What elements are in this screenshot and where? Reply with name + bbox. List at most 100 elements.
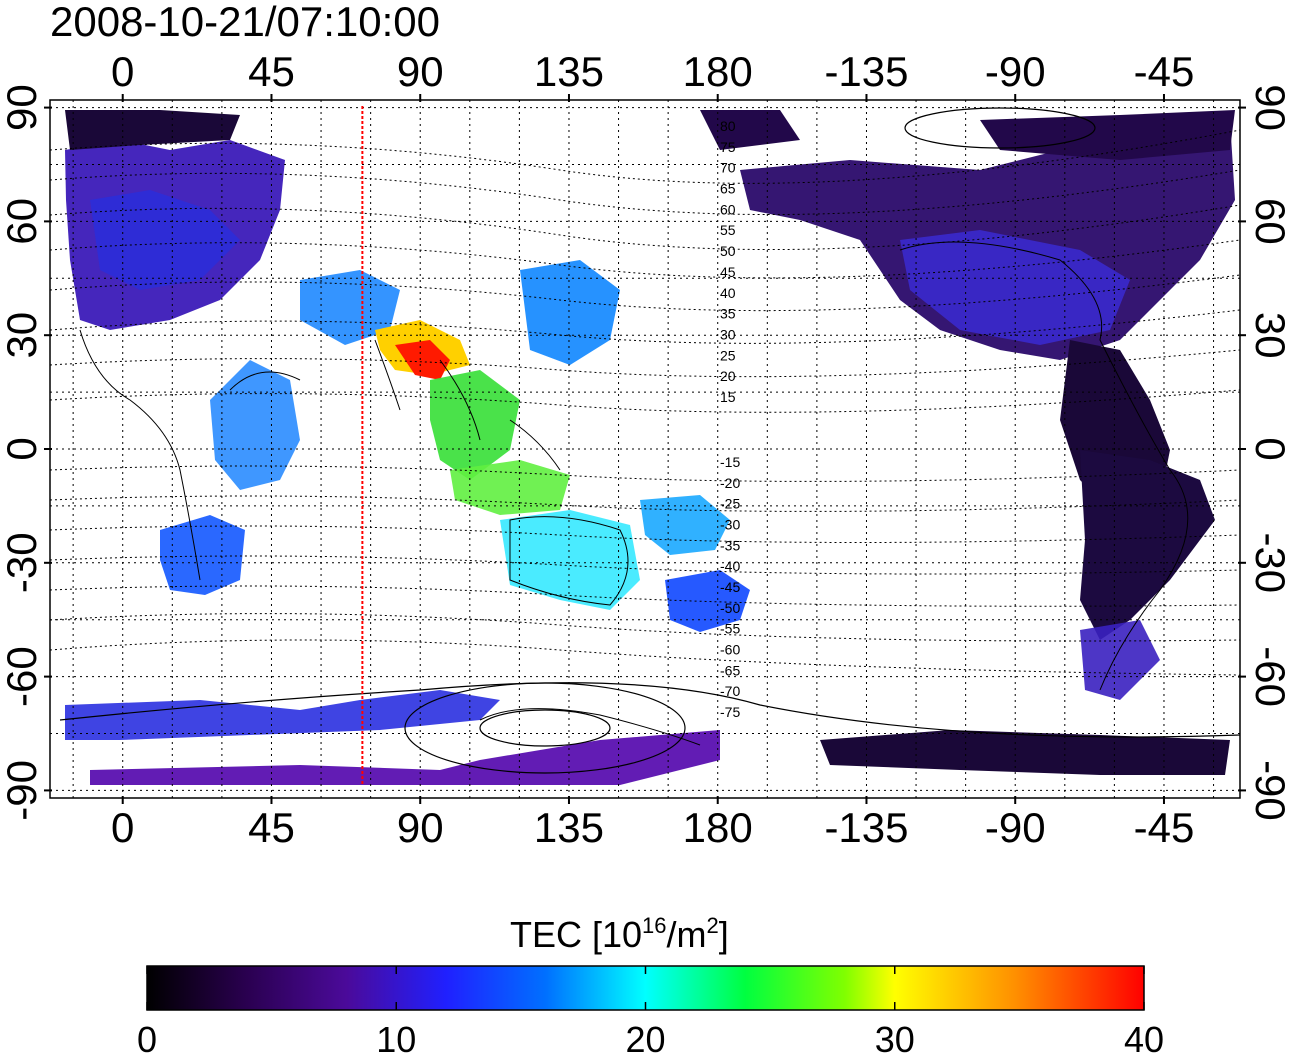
y-tick-left (44, 334, 52, 337)
tec-patch-south-america (1080, 450, 1215, 640)
contour-label: 60 (720, 201, 736, 217)
contour-label: 45 (720, 264, 736, 280)
timestamp-title: 2008-10-21/07:10:00 (50, 0, 440, 45)
y-tick-label-left: 90 (0, 84, 45, 131)
y-tick-label-left: 30 (0, 312, 45, 359)
tec-patch-arctic-asia (700, 110, 800, 150)
x-tick-bottom (1014, 796, 1017, 804)
y-tick-left (44, 675, 52, 678)
tec-patch-antarctic-south (90, 730, 720, 785)
y-tick-label-right: -30 (1247, 532, 1292, 593)
contour-label: 55 (720, 222, 736, 238)
tec-patch-arctic-north-america (980, 110, 1235, 160)
contour-label: -35 (720, 537, 740, 553)
x-tick-label-top: 135 (534, 48, 604, 95)
x-tick-top (716, 94, 719, 102)
colorbar-label: TEC [1016/m2] (510, 913, 729, 955)
colorbar-tick-label: 40 (1124, 1019, 1164, 1057)
contour-label: 20 (720, 368, 736, 384)
colorbar-ticks: 0 10 20 30 40 (137, 966, 1164, 1057)
y-tick-right (1238, 789, 1246, 792)
contour-labels: 80 75 70 65 60 55 50 45 40 35 30 25 20 15 -15 -20 -25 -30… (720, 118, 740, 720)
x-tick-top (121, 94, 124, 102)
y-tick-label-left: -60 (0, 646, 45, 707)
colorbar-tick-label: 0 (137, 1019, 157, 1057)
contour-label: -30 (720, 517, 740, 533)
y-tick-right (1238, 106, 1246, 109)
x-tick-label-top: -90 (985, 48, 1046, 95)
contour-label: -20 (720, 475, 740, 491)
y-tick-label-left: 60 (0, 198, 45, 245)
x-tick-top (419, 94, 422, 102)
contour-label: 70 (720, 160, 736, 176)
tec-data-layer (65, 110, 1235, 785)
y-tick-left (44, 106, 52, 109)
contour-label: 30 (720, 326, 736, 342)
contour-label: 25 (720, 347, 736, 363)
x-tick-label-top: 90 (397, 48, 444, 95)
tec-patch-oceania (640, 495, 730, 555)
y-tick-label-left: 0 (0, 437, 45, 460)
colorbar-tick-label: 10 (376, 1019, 416, 1057)
magnetic-pole-contours (59, 107, 1240, 774)
x-tick-top (270, 94, 273, 102)
x-tick-label-top: 45 (248, 48, 295, 95)
x-tick-label-top: -45 (1134, 48, 1195, 95)
y-tick-label-left: -30 (0, 532, 45, 593)
tec-patch-africa-east (210, 360, 300, 490)
tec-patch-antarctic-east (820, 730, 1230, 775)
contour-label: 35 (720, 306, 736, 322)
contour-label: -60 (720, 642, 740, 658)
y-tick-right (1238, 561, 1246, 564)
y-tick-label-right: 0 (1247, 437, 1292, 460)
x-tick-label-top: 180 (683, 48, 753, 95)
y-tick-right (1238, 334, 1246, 337)
contour-label: -70 (720, 683, 740, 699)
contour-label: -25 (720, 496, 740, 512)
x-tick-label-bottom: 0 (111, 804, 134, 851)
contour-label: -65 (720, 662, 740, 678)
x-tick-label-bottom: -90 (985, 804, 1046, 851)
tec-patch-india-peak (395, 340, 450, 380)
contour-label: -15 (720, 454, 740, 470)
x-tick-label-bottom: 90 (397, 804, 444, 851)
x-tick-bottom (270, 796, 273, 804)
y-tick-left (44, 220, 52, 223)
tec-patch-europe-core (90, 190, 240, 290)
x-tick-label-bottom: 135 (534, 804, 604, 851)
x-tick-label-bottom: 180 (683, 804, 753, 851)
magnetic-contours (50, 129, 1240, 676)
y-tick-label-right: 60 (1247, 198, 1292, 245)
x-tick-bottom (121, 796, 124, 804)
tec-patch-indonesia (450, 460, 570, 515)
x-tick-label-bottom: -135 (824, 804, 908, 851)
tec-patch-patagonia (1080, 620, 1160, 700)
x-tick-bottom (419, 796, 422, 804)
x-tick-bottom (865, 796, 868, 804)
y-tick-right (1238, 448, 1246, 450)
y-tick-right (1238, 675, 1246, 678)
tec-patch-arabia (300, 270, 400, 345)
contour-label: 40 (720, 285, 736, 301)
tec-patch-arctic-europe (65, 110, 240, 150)
x-tick-bottom (716, 796, 719, 804)
contour-label: -50 (720, 600, 740, 616)
x-tick-label-bottom: -45 (1134, 804, 1195, 851)
tec-patch-antarctic-west (65, 690, 500, 740)
x-tick-label-top: -135 (824, 48, 908, 95)
y-tick-left (44, 561, 52, 564)
contour-label: 65 (720, 181, 736, 197)
y-tick-label-right: 30 (1247, 312, 1292, 359)
tec-patch-east-asia (520, 260, 620, 365)
y-tick-label-right: -60 (1247, 646, 1292, 707)
contour-label: -45 (720, 579, 740, 595)
y-tick-right (1238, 220, 1246, 223)
contour-label: -40 (720, 558, 740, 574)
x-tick-top (567, 94, 570, 102)
x-tick-label-bottom: 45 (248, 804, 295, 851)
contour-label: 15 (720, 389, 736, 405)
map-grid (50, 100, 1240, 798)
colorbar-tick-label: 30 (875, 1019, 915, 1057)
map-axes: 0 0 45 45 90 90 135 135 180 180 -135 -135 -90 -90 -45 -… (0, 48, 1292, 851)
